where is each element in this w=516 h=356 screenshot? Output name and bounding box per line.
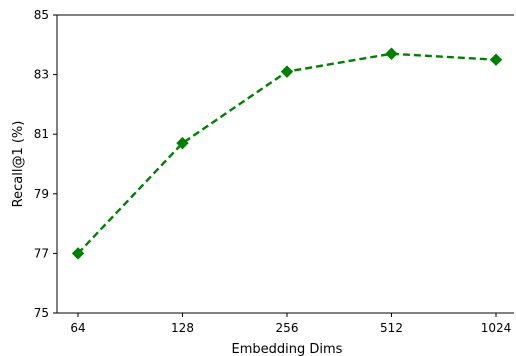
data-point-marker: [280, 65, 294, 78]
y-tick-label: 81: [34, 127, 49, 141]
x-tick-label: 512: [380, 321, 403, 335]
y-tick-label: 75: [34, 306, 49, 320]
data-point-marker: [385, 47, 398, 60]
y-axis-title: Recall@1 (%): [11, 121, 26, 208]
data-point-marker: [71, 247, 85, 260]
x-tick-label: 256: [276, 321, 299, 335]
y-tick-label: 79: [34, 187, 49, 201]
y-tick-label: 83: [34, 68, 49, 82]
x-tick-label: 64: [70, 321, 85, 335]
x-axis-title: Embedding Dims: [232, 342, 343, 356]
data-point-marker: [176, 136, 189, 150]
x-tick-label: 1024: [481, 321, 512, 335]
y-tick-label: 85: [34, 8, 49, 22]
x-tick-label: 128: [171, 321, 194, 335]
series-line: [77, 52, 497, 255]
y-tick-label: 77: [34, 246, 49, 260]
data-point-marker: [489, 53, 503, 66]
